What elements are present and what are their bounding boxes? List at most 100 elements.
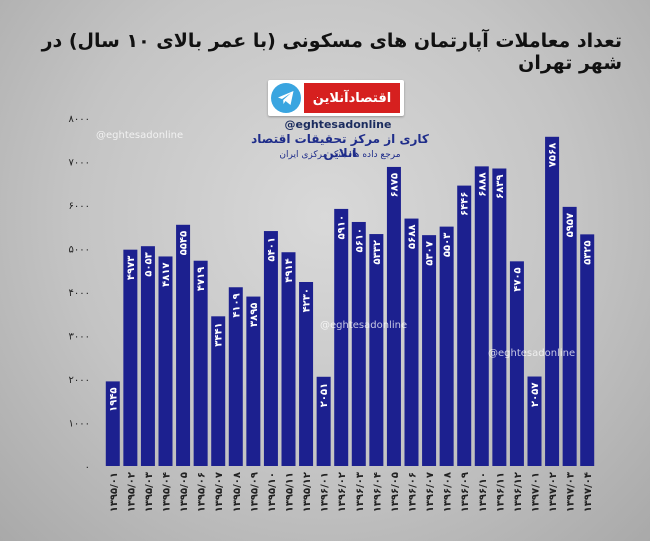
bar-value-label: ۷۵۶۸ [548,143,559,167]
bar [474,166,489,466]
bar-value-label: ۵۶۱۰ [354,228,365,252]
x-tick-label: ۱۳۹۵/۱۰ [267,472,278,512]
bar [562,206,577,467]
bar-value-label: ۵۳۲۵ [583,240,594,264]
bar-value-label: ۴۲۳۰ [302,288,313,312]
bar-value-label: ۵۵۴۵ [179,231,190,255]
y-tick-label: ۸۰۰۰ [69,114,90,125]
x-tick-label: ۱۳۹۷/۰۴ [583,472,594,512]
bar [316,376,331,466]
bar [457,185,472,466]
brand-logo: اقتصادآنلاین [268,80,404,116]
x-tick-label: ۱۳۹۶/۰۸ [443,472,454,512]
x-tick-label: ۱۳۹۶/۰۳ [355,472,366,512]
bar-value-label: ۴۱۰۹ [231,293,242,317]
bar [439,226,454,466]
bar-value-label: ۴۷۰۵ [512,267,523,291]
bar-value-label: ۶۴۴۶ [460,192,471,216]
y-tick-label: ۷۰۰۰ [69,158,90,169]
bar [580,234,595,466]
x-tick-label: ۱۳۹۵/۰۸ [232,472,243,512]
bar [334,208,349,467]
bar-value-label: ۵۳۳۲ [372,240,383,264]
bar [386,166,401,466]
bar [545,136,560,467]
x-tick-label: ۱۳۹۵/۰۹ [249,472,260,512]
bar [140,246,155,466]
y-tick-label: ۶۰۰۰ [69,201,90,212]
bar-value-label: ۴۸۱۷ [161,262,172,286]
x-tick-label: ۱۳۹۷/۰۲ [548,472,559,512]
bar-value-label: ۶۸۷۵ [389,173,400,197]
chart-title: تعداد معاملات آپارتمان های مسکونی (با عم… [41,30,622,74]
bar-value-label: ۵۳۰۷ [425,241,436,265]
x-tick-label: ۱۳۹۶/۰۱ [320,472,331,512]
bar-value-label: ۱۹۴۵ [108,387,119,411]
bar [351,221,366,466]
bar-value-label: ۳۸۹۵ [249,303,260,327]
bar [105,381,120,466]
brand-block: اقتصادآنلاین @eghtesadonline [268,80,408,131]
bar [299,281,314,466]
bar-value-label: ۵۹۵۷ [565,213,576,237]
bar-value-label: ۴۷۱۹ [196,267,207,291]
x-tick-label: ۱۳۹۷/۰۱ [531,472,542,512]
bar-value-label: ۳۴۴۱ [214,322,225,346]
bar-value-label: ۵۴۰۱ [266,237,277,261]
x-tick-label: ۱۳۹۶/۰۴ [372,472,383,512]
bar [492,168,507,467]
bar [211,316,226,466]
telegram-icon [271,83,301,113]
bar-value-label: ۶۸۳۹ [495,175,506,199]
x-tick-label: ۱۳۹۶/۰۷ [425,472,436,512]
bar-value-label: ۲۰۵۱ [319,383,330,407]
x-tick-label: ۱۳۹۶/۱۲ [513,472,524,512]
bar-value-label: ۶۸۸۸ [477,172,488,196]
y-tick-label: ۵۰۰۰ [69,245,90,256]
y-tick-label: ۲۰۰۰ [69,375,90,386]
bar [193,260,208,466]
x-tick-label: ۱۳۹۶/۱۱ [495,472,506,512]
bar [246,296,261,466]
bar [176,224,191,466]
bar-value-label: ۲۰۵۷ [530,383,541,407]
y-tick-label: ۴۰۰۰ [69,288,90,299]
brand-name: اقتصادآنلاین [304,83,400,113]
x-tick-label: ۱۳۹۶/۰۶ [408,472,419,512]
bar [228,287,243,466]
y-tick-label: ۳۰۰۰ [69,332,90,343]
bar [527,376,542,466]
bar-value-label: ۵۰۵۳ [143,252,154,276]
x-tick-label: ۱۳۹۵/۰۴ [162,472,173,512]
bar [422,235,437,466]
watermark: @eghtesadonline [488,348,576,359]
bar-value-label: ۴۹۷۳ [126,256,137,280]
x-tick-label: ۱۳۹۵/۰۵ [179,472,190,512]
x-tick-label: ۱۳۹۶/۰۵ [390,472,401,512]
bar-value-label: ۵۵۰۳ [442,233,453,257]
credit-line: کاری از مرکز تحقیقات اقتصاد انلاین [251,132,429,160]
x-tick-label: ۱۳۹۵/۰۳ [144,472,155,512]
x-tick-label: ۱۳۹۵/۰۲ [126,472,137,512]
bar [509,261,524,466]
bar [158,256,173,466]
y-tick-label: ۰ [85,462,90,473]
x-tick-label: ۱۳۹۵/۰۷ [214,472,225,512]
bar-value-label: ۵۹۱۰ [337,215,348,239]
bar [263,231,278,466]
x-tick-label: ۱۳۹۷/۰۳ [566,472,577,512]
data-source-line: مرجع داده ها: بانک مرکزی ایران [279,150,401,160]
x-tick-label: ۱۳۹۶/۱۰ [478,472,489,512]
x-tick-label: ۱۳۹۵/۰۱ [109,472,120,512]
x-tick-label: ۱۳۹۶/۰۲ [337,472,348,512]
bar [404,218,419,466]
brand-handle: @eghtesadonline [284,118,392,131]
bar [281,252,296,466]
y-tick-label: ۱۰۰۰ [69,419,90,430]
x-tick-label: ۱۳۹۶/۰۹ [460,472,471,512]
bar [123,249,138,466]
x-tick-label: ۱۳۹۵/۱۱ [285,472,296,512]
x-tick-label: ۱۳۹۵/۱۲ [302,472,313,512]
watermark: @eghtesadonline [320,320,408,331]
